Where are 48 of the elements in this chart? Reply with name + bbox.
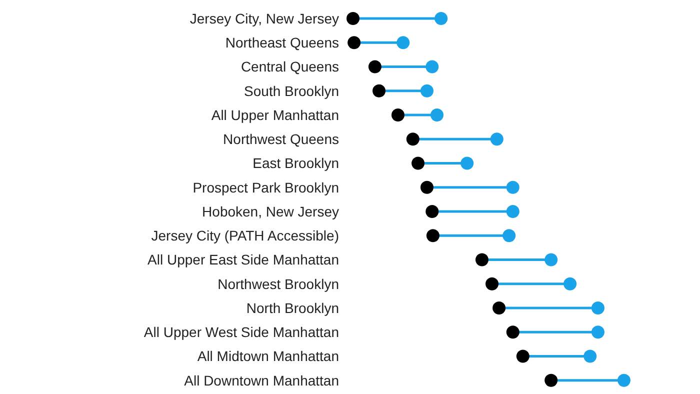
point <box>406 132 420 146</box>
y-tick-label: South Brooklyn <box>244 82 339 99</box>
point <box>391 108 404 122</box>
y-tick-label: East Brooklyn <box>252 155 339 172</box>
point <box>486 277 499 290</box>
point <box>506 204 520 218</box>
y-tick-label: Jersey City (PATH Accessible) <box>151 228 339 244</box>
y-tick-label: Northeast Queens <box>225 34 339 50</box>
point <box>544 374 558 387</box>
y-tick-label: Northwest Brooklyn <box>218 276 339 292</box>
point <box>368 60 382 74</box>
point <box>584 350 597 363</box>
y-tick-label: Northwest Queens <box>223 131 339 147</box>
y-tick-label: Jersey City, New Jersey <box>190 10 339 26</box>
point <box>426 229 440 242</box>
point <box>460 156 474 170</box>
point <box>426 204 439 218</box>
point <box>412 156 425 170</box>
point <box>490 132 504 146</box>
point <box>506 180 520 194</box>
point <box>591 326 604 339</box>
point <box>426 60 439 74</box>
y-tick-label: Prospect Park Brooklyn <box>192 179 339 196</box>
point <box>434 12 448 25</box>
y-tick-label: All Midtown Manhattan <box>197 348 339 364</box>
point <box>506 326 520 339</box>
point <box>348 36 361 50</box>
point <box>420 180 434 194</box>
point <box>420 84 434 98</box>
point <box>516 350 530 363</box>
point <box>372 84 386 98</box>
point <box>544 253 558 266</box>
point <box>396 36 410 50</box>
y-tick-label: Central Queens <box>240 58 339 75</box>
point <box>475 253 488 266</box>
point <box>346 12 360 25</box>
point <box>591 301 604 314</box>
y-tick-label: North Brooklyn <box>246 300 339 316</box>
y-tick-label: All Upper East Side Manhattan <box>148 252 339 268</box>
point <box>617 374 630 387</box>
point <box>502 229 516 242</box>
y-tick-label: All Upper West Side Manhattan <box>144 324 339 340</box>
point <box>430 108 444 122</box>
y-tick-label: Hoboken, New Jersey <box>202 203 339 220</box>
y-tick-label: All Downtown Manhattan <box>184 372 339 388</box>
y-tick-label: All Upper Manhattan <box>211 106 339 123</box>
point <box>492 301 506 314</box>
point <box>564 277 577 290</box>
